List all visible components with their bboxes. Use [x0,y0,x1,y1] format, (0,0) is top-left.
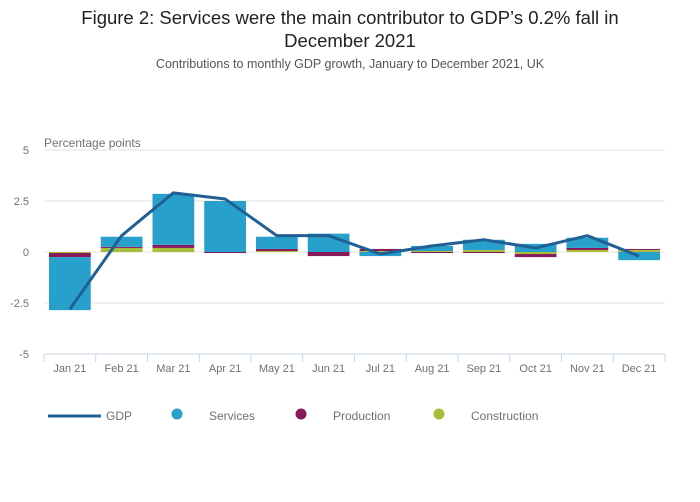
chart-title-line1: Figure 2: Services were the main contrib… [81,7,619,28]
x-tick-label: Dec 21 [622,363,657,375]
legend-circle-icon [171,408,183,420]
y-tick-label: 0 [23,247,29,259]
legend-item-gdp[interactable]: GDP [48,409,132,423]
y-axis: 5 2.5 0 -2.5 -5 [10,145,29,361]
bar-production-jul-21 [359,248,402,251]
bar-production-dec-21 [618,248,660,250]
x-tick-label: Mar 21 [156,363,190,375]
legend-item-services[interactable]: Services [171,408,256,424]
chart-subtitle: Contributions to monthly GDP growth, Jan… [155,57,545,71]
bar-construction-may-21 [256,250,298,252]
bar-services-sep-21 [463,239,505,250]
x-tick-label: Apr 21 [209,363,241,375]
y-tick-label: 2.5 [14,196,29,208]
legend-item-production[interactable]: Production [295,408,391,424]
bar-construction-dec-21 [618,249,660,252]
bar-construction-mar-21 [152,247,195,252]
bar-production-jun-21 [307,252,350,257]
y-axis-unit-label: Percentage points [44,136,141,150]
chart-title: Figure 2: Services were the main contrib… [0,6,700,52]
bar-construction-feb-21 [100,247,143,252]
bar-construction-jan-21 [49,252,91,254]
bar-construction-nov-21 [566,249,609,252]
bar-production-apr-21 [204,252,246,254]
bar-production-feb-21 [100,246,143,248]
bar-construction-jul-21 [359,250,402,252]
legend-label: GDP [106,409,132,423]
legend-label: Production [333,409,390,423]
x-tick-label: May 21 [259,363,295,375]
bar-production-aug-21 [411,252,453,254]
x-tick-label: Sep 21 [466,363,501,375]
legend-label: Construction [471,409,538,423]
bar-production-jan-21 [49,253,91,258]
bar-construction-aug-21 [411,250,453,252]
bar-services-nov-21 [566,237,609,248]
gridlines [44,149,665,304]
bar-services-mar-21 [152,193,195,245]
gdp-line-series [68,191,640,310]
bar-services-feb-21 [100,236,143,247]
x-tick-label: Jun 21 [312,363,345,375]
bar-production-oct-21 [514,254,557,258]
x-tick-label: Jul 21 [366,363,395,375]
gdp-line [68,191,640,310]
x-tick-label: Oct 21 [519,363,551,375]
y-tick-label: 5 [23,145,29,157]
x-tick-label: Jan 21 [53,363,86,375]
bar-production-may-21 [256,248,298,251]
legend-circle-icon [433,408,445,420]
y-tick-label: -2.5 [10,298,29,310]
bar-production-mar-21 [152,244,195,248]
legend: GDP Services Production Construction [48,408,539,424]
bar-services-jan-21 [49,257,91,311]
x-tick-label: Aug 21 [415,363,450,375]
bar-services-aug-21 [411,245,453,251]
chart-title-line2: December 2021 [284,30,416,51]
x-axis: Jan 21 Feb 21 Mar 21 Apr 21 May 21 Jun 21 Jul … [43,353,666,375]
x-tick-label: Feb 21 [105,363,139,375]
bar-construction-oct-21 [514,252,557,255]
bar-construction-sep-21 [463,249,505,252]
bar-production-sep-21 [463,252,505,254]
legend-circle-icon [295,408,307,420]
bar-production-nov-21 [566,247,609,250]
legend-item-construction[interactable]: Construction [433,408,539,424]
legend-label: Services [209,409,255,423]
x-tick-label: Nov 21 [570,363,605,375]
y-tick-label: -5 [19,349,29,361]
bar-services-may-21 [256,236,298,249]
